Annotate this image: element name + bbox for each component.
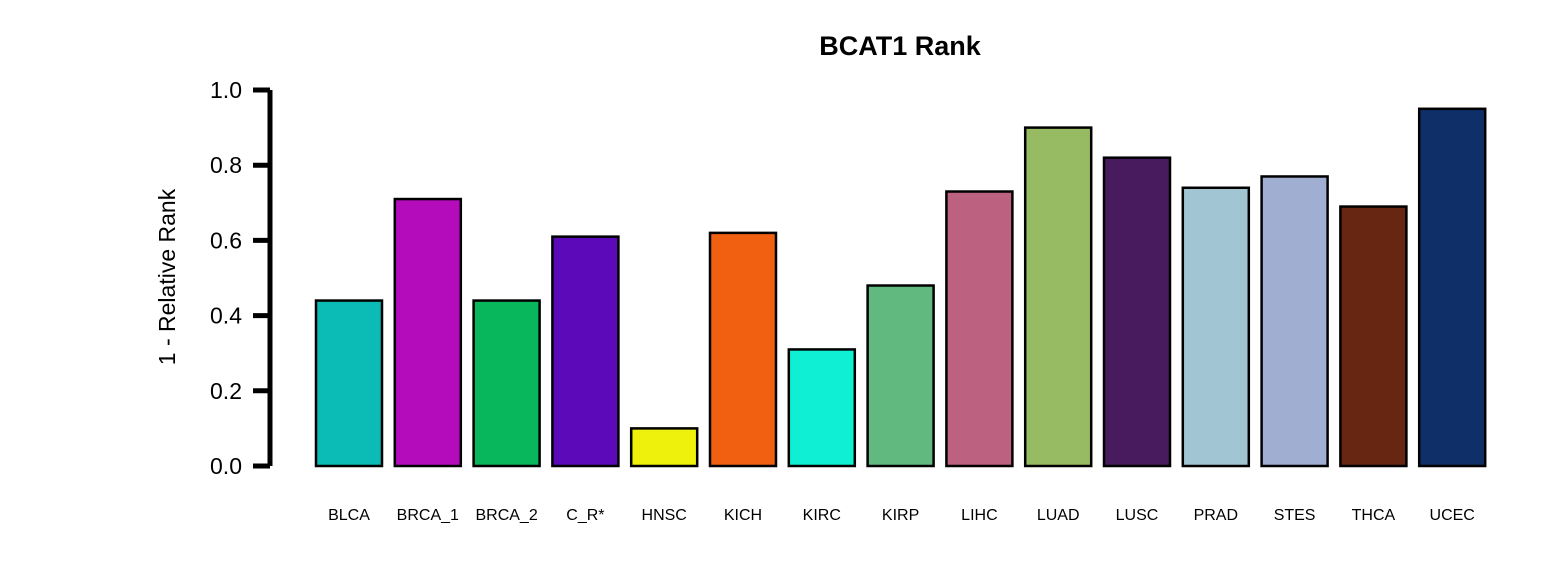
- y-tick-label: 0.0: [210, 453, 242, 479]
- chart-title: BCAT1 Rank: [819, 31, 982, 61]
- bar-thca: [1339, 205, 1408, 468]
- bar-lihc: [945, 190, 1014, 468]
- x-tick-label: LUSC: [1116, 507, 1159, 524]
- x-tick-label: STES: [1274, 507, 1316, 524]
- x-tick-label: PRAD: [1194, 507, 1238, 524]
- x-tick-label: KIRP: [882, 507, 919, 524]
- bar-brca-2: [472, 299, 541, 468]
- bar-kirp: [866, 284, 935, 468]
- bar-kirc: [787, 348, 857, 468]
- bar-ucec: [1417, 107, 1487, 468]
- x-tick-label: UCEC: [1430, 507, 1475, 524]
- bar-lusc: [1102, 156, 1172, 468]
- y-tick-label: 0.2: [210, 378, 242, 404]
- bar-luad: [1023, 126, 1093, 468]
- bar-c-r: [551, 235, 620, 468]
- x-tick-label: BRCA_2: [475, 507, 537, 524]
- x-tick-label: BLCA: [328, 507, 370, 524]
- bar-kich: [708, 231, 778, 468]
- bar-brca-1: [393, 197, 463, 468]
- y-axis: 0.0 0.2 0.4 0.6 0.8 1.0: [210, 77, 273, 479]
- bar-blca: [314, 299, 384, 468]
- x-tick-label: BRCA_1: [397, 507, 459, 524]
- y-tick-label: 0.6: [210, 227, 242, 253]
- bar-stes: [1260, 175, 1329, 468]
- x-tick-labels: BLCA BRCA_1 BRCA_2 C_R* HNSC KICH KIRC KIRP LIHC…: [328, 507, 1475, 524]
- x-tick-label: LIHC: [961, 507, 997, 524]
- bar-hnsc: [629, 427, 699, 468]
- x-tick-label: KICH: [724, 507, 762, 524]
- y-tick-label: 0.8: [210, 152, 242, 178]
- bar-prad: [1181, 186, 1251, 468]
- y-axis-label: 1 - Relative Rank: [154, 188, 180, 365]
- x-tick-label: KIRC: [803, 507, 841, 524]
- x-tick-label: LUAD: [1037, 507, 1080, 524]
- y-tick-label: 0.4: [210, 303, 242, 329]
- bars-group: [314, 107, 1487, 468]
- y-tick-label: 1.0: [210, 77, 242, 103]
- x-tick-label: THCA: [1352, 507, 1396, 524]
- x-tick-label: C_R*: [566, 507, 604, 524]
- x-tick-label: HNSC: [642, 507, 687, 524]
